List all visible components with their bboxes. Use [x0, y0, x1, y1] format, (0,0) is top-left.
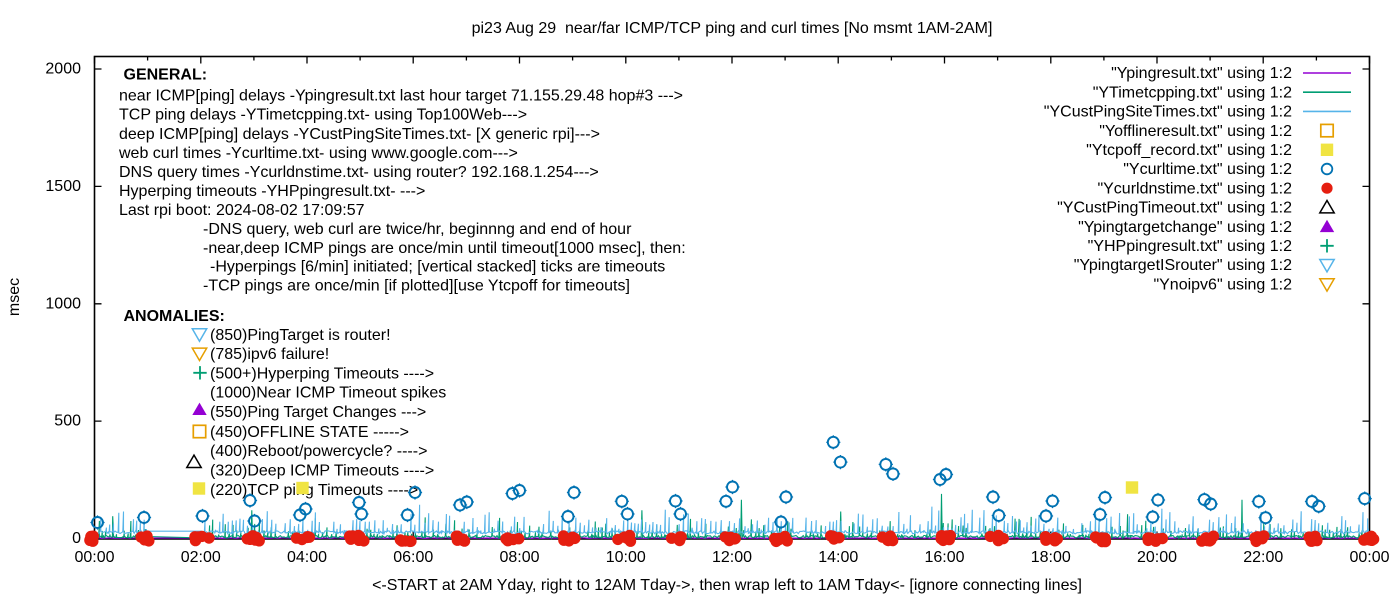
svg-text:06:00: 06:00 — [393, 549, 433, 566]
svg-text:(320)Deep ICMP Timeouts ---->: (320)Deep ICMP Timeouts ----> — [210, 463, 434, 480]
svg-text:<-START at 2AM Yday, right to: <-START at 2AM Yday, right to 12AM Tday-… — [372, 577, 1082, 594]
svg-text:2000: 2000 — [45, 61, 81, 78]
svg-text:10:00: 10:00 — [606, 549, 646, 566]
svg-text:08:00: 08:00 — [499, 549, 539, 566]
svg-text:"YCustPingTimeout.txt" using 1: "YCustPingTimeout.txt" using 1:2 — [1057, 200, 1292, 217]
svg-text:"Ypingtargetchange" using 1:2: "Ypingtargetchange" using 1:2 — [1078, 219, 1292, 236]
svg-text:"Ynoipv6" using 1:2: "Ynoipv6" using 1:2 — [1153, 276, 1292, 293]
svg-text:(850)PingTarget is router!: (850)PingTarget is router! — [210, 327, 391, 344]
svg-text:Hyperping timeouts -YHPpingres: Hyperping timeouts -YHPpingresult.txt- -… — [119, 183, 425, 200]
svg-text:-TCP pings are once/min [if pl: -TCP pings are once/min [if plotted][use… — [203, 278, 630, 295]
svg-text:(1000)Near ICMP Timeout spikes: (1000)Near ICMP Timeout spikes — [210, 385, 446, 402]
svg-text:12:00: 12:00 — [712, 549, 752, 566]
svg-text:(500+)Hyperping Timeouts ---->: (500+)Hyperping Timeouts ----> — [210, 365, 434, 382]
svg-text:DNS query times -Ycurldnstime.: DNS query times -Ycurldnstime.txt- using… — [119, 164, 599, 181]
svg-text:pi23 Aug 29 near/far ICMP/TCP: pi23 Aug 29 near/far ICMP/TCP ping and c… — [472, 20, 993, 37]
svg-text:16:00: 16:00 — [924, 549, 964, 566]
svg-text:0: 0 — [72, 530, 81, 547]
svg-text:-near,deep ICMP pings are once: -near,deep ICMP pings are once/min until… — [203, 240, 686, 257]
svg-text:14:00: 14:00 — [818, 549, 858, 566]
svg-text:GENERAL:: GENERAL: — [124, 67, 208, 84]
svg-text:(400)Reboot/powercycle? ---->: (400)Reboot/powercycle? ----> — [210, 443, 427, 460]
svg-text:near ICMP[ping] delays -Ypingr: near ICMP[ping] delays -Ypingresult.txt … — [119, 88, 683, 105]
svg-text:"Ypingresult.txt" using 1:2: "Ypingresult.txt" using 1:2 — [1111, 65, 1292, 82]
svg-text:00:00: 00:00 — [1349, 549, 1389, 566]
svg-text:02:00: 02:00 — [181, 549, 221, 566]
svg-text:1000: 1000 — [45, 295, 81, 312]
svg-text:20:00: 20:00 — [1137, 549, 1177, 566]
svg-text:"Ytcpoff_record.txt" using 1:2: "Ytcpoff_record.txt" using 1:2 — [1086, 142, 1292, 159]
svg-text:-Hyperpings [6/min] initiated;: -Hyperpings [6/min] initiated; [vertical… — [210, 259, 665, 276]
svg-text:Last rpi boot: 2024-08-02 17:0: Last rpi boot: 2024-08-02 17:09:57 — [119, 202, 365, 219]
svg-text:(785)ipv6 failure!: (785)ipv6 failure! — [210, 346, 329, 363]
svg-text:"Ycurltime.txt" using 1:2: "Ycurltime.txt" using 1:2 — [1123, 161, 1292, 178]
svg-text:"YpingtargetISrouter" using 1:: "YpingtargetISrouter" using 1:2 — [1074, 257, 1292, 274]
svg-text:(550)Ping Target Changes --->: (550)Ping Target Changes ---> — [210, 404, 426, 421]
svg-text:04:00: 04:00 — [287, 549, 327, 566]
svg-text:"Ycurldnstime.txt" using 1:2: "Ycurldnstime.txt" using 1:2 — [1097, 180, 1292, 197]
svg-text:1500: 1500 — [45, 178, 81, 195]
svg-text:(450)OFFLINE STATE ----->: (450)OFFLINE STATE -----> — [210, 424, 409, 441]
svg-text:00:00: 00:00 — [74, 549, 114, 566]
svg-text:web curl times -Ycurltime.txt-: web curl times -Ycurltime.txt- using www… — [118, 145, 518, 162]
svg-text:22:00: 22:00 — [1243, 549, 1283, 566]
svg-text:(220)TCP ping Timeouts ---->: (220)TCP ping Timeouts ----> — [210, 482, 418, 499]
svg-text:-DNS query, web curl are twice: -DNS query, web curl are twice/hr, begin… — [203, 221, 632, 238]
svg-text:"YCustPingSiteTimes.txt" using: "YCustPingSiteTimes.txt" using 1:2 — [1044, 104, 1292, 121]
svg-text:TCP ping delays -YTimetcpping.: TCP ping delays -YTimetcpping.txt- using… — [119, 107, 527, 124]
svg-text:18:00: 18:00 — [1031, 549, 1071, 566]
svg-text:500: 500 — [54, 413, 81, 430]
svg-text:msec: msec — [6, 278, 23, 316]
svg-text:"YHPpingresult.txt" using 1:2: "YHPpingresult.txt" using 1:2 — [1088, 238, 1292, 255]
svg-text:deep ICMP[ping] delays -YCustP: deep ICMP[ping] delays -YCustPingSiteTim… — [119, 126, 600, 143]
svg-text:"Yofflineresult.txt" using 1:2: "Yofflineresult.txt" using 1:2 — [1099, 123, 1292, 140]
svg-text:"YTimetcpping.txt" using 1:2: "YTimetcpping.txt" using 1:2 — [1093, 84, 1292, 101]
svg-text:ANOMALIES:: ANOMALIES: — [124, 308, 225, 325]
